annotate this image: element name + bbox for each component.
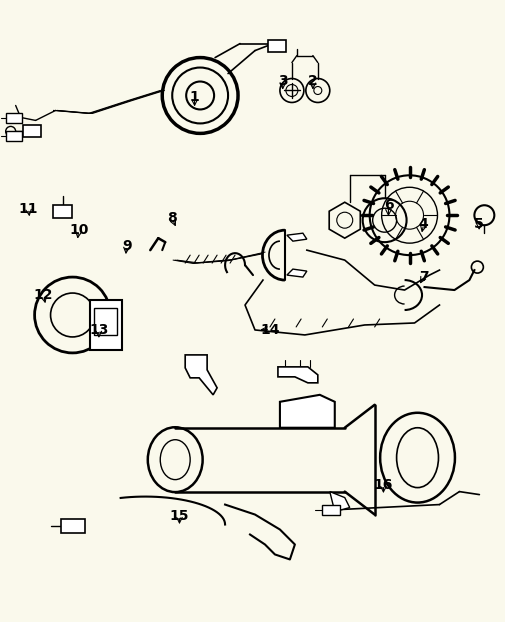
- Bar: [6, 131, 22, 141]
- Text: 8: 8: [167, 211, 177, 225]
- Polygon shape: [278, 367, 318, 383]
- Text: 1: 1: [190, 90, 199, 104]
- Bar: [23, 126, 40, 137]
- FancyBboxPatch shape: [268, 40, 286, 52]
- Text: 11: 11: [19, 202, 38, 216]
- Text: 4: 4: [419, 217, 429, 231]
- Text: 16: 16: [374, 478, 393, 492]
- Text: 6: 6: [384, 198, 393, 213]
- Text: 13: 13: [89, 323, 109, 337]
- Text: 5: 5: [474, 217, 484, 231]
- Text: 15: 15: [170, 509, 189, 523]
- Polygon shape: [280, 395, 335, 428]
- Text: 7: 7: [419, 270, 429, 284]
- Bar: [6, 113, 22, 123]
- Text: 10: 10: [69, 223, 88, 238]
- Text: 9: 9: [122, 239, 131, 253]
- Text: 2: 2: [308, 75, 318, 88]
- Polygon shape: [287, 233, 307, 241]
- Bar: [322, 504, 340, 514]
- Text: 14: 14: [261, 323, 280, 337]
- Polygon shape: [185, 355, 217, 395]
- Text: 3: 3: [278, 75, 287, 88]
- Polygon shape: [287, 269, 307, 277]
- Polygon shape: [94, 308, 117, 335]
- Bar: [61, 519, 85, 532]
- Text: 12: 12: [34, 289, 53, 302]
- Bar: [53, 205, 73, 218]
- Polygon shape: [330, 491, 350, 511]
- Polygon shape: [90, 300, 122, 350]
